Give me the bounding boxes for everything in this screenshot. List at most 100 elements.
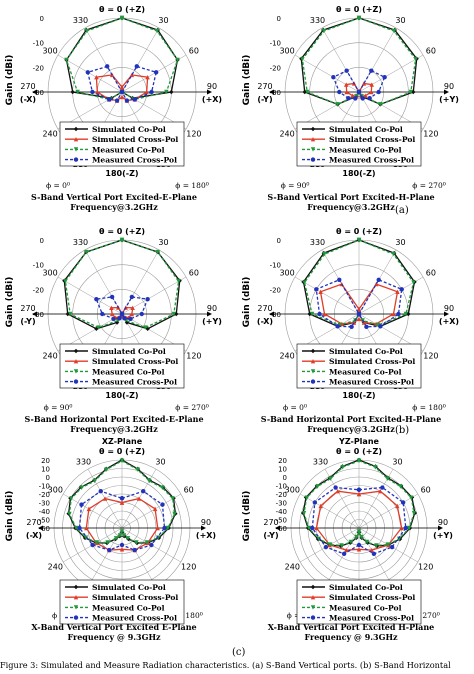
side-label-negative: (-Y) (20, 317, 35, 326)
phi-label-left: ϕ = 0⁰ (46, 181, 70, 190)
legend-entry-measured-co-pol: Measured Co-Pol (92, 603, 165, 612)
angle-label-0: θ = 0 (+Z) (336, 227, 382, 236)
angle-label-270: 270 (26, 518, 41, 527)
angle-label-180: 180(-Z) (342, 391, 375, 400)
angle-label-120: 120 (186, 130, 201, 139)
phi-label-left: ϕ = 0⁰ (283, 403, 307, 412)
data-point-measured-co-pol (374, 543, 379, 548)
radial-tick-label: -30 (33, 89, 44, 97)
data-point-simulated-co-pol (307, 311, 312, 317)
data-point-simulated-cross-pol (356, 491, 362, 497)
radial-tick-label: 0 (277, 237, 281, 245)
angle-label-30: 30 (395, 16, 405, 25)
angle-label-330: 330 (313, 457, 328, 466)
data-point-measured-co-pol (409, 495, 414, 501)
data-point-measured-co-pol (75, 89, 80, 95)
data-point-measured-co-pol (175, 57, 180, 63)
radial-tick-label: -20 (276, 491, 287, 499)
data-point-simulated-cross-pol (129, 72, 135, 78)
data-point-measured-co-pol (340, 465, 345, 470)
data-point-simulated-cross-pol (109, 305, 114, 311)
legend-marker-measured-cross-pol (310, 615, 316, 620)
data-point-measured-cross-pol (344, 68, 349, 73)
data-point-measured-cross-pol (356, 542, 362, 548)
data-point-measured-co-pol (408, 89, 413, 95)
grid-spoke (84, 249, 123, 315)
data-point-measured-co-pol (164, 89, 169, 95)
data-point-simulated-cross-pol (119, 547, 125, 552)
data-point-simulated-cross-pol (145, 75, 150, 80)
data-point-simulated-cross-pol (144, 89, 149, 95)
data-point-measured-cross-pol (100, 311, 105, 317)
data-point-measured-co-pol (117, 533, 123, 538)
chart-panel-s-band-vertical-e-plane: 0 -10 -20 -30 θ = 0 (+Z) 330 30 300 60 270 90 240 12… (0, 0, 237, 220)
legend-entry-simulated-cross-pol: Simulated Cross-Pol (92, 135, 178, 144)
radial-tick-label: -40 (276, 508, 287, 516)
data-point-measured-cross-pol (376, 277, 381, 283)
legend-entry-measured-cross-pol: Measured Cross-Pol (329, 156, 414, 165)
data-point-measured-co-pol (359, 534, 364, 540)
grid-spoke (358, 276, 424, 315)
chart-title-line-0: S-Band Horizontal Port Excited-E-Plane (24, 414, 203, 424)
chart-panel-x-band-xz-plane: 20 10 0 -10 -20 -30 -40 -50 -60 θ = 0 (+Z) 330 30 30… (0, 436, 237, 648)
data-point-measured-cross-pol (356, 311, 362, 317)
data-point-measured-co-pol (411, 511, 417, 516)
radial-tick-label: 0 (46, 474, 50, 482)
angle-label-330: 330 (73, 16, 88, 25)
radial-tick-label: 10 (41, 466, 50, 474)
data-point-simulated-cross-pol (322, 311, 327, 317)
data-point-measured-co-pol (134, 540, 139, 545)
data-point-simulated-co-pol (65, 311, 70, 317)
phi-label-right: ϕ = 180⁰ (175, 181, 209, 190)
series-line-measured-co-pol (65, 17, 179, 101)
data-point-measured-co-pol (356, 458, 362, 464)
data-point-simulated-cross-pol (136, 496, 142, 501)
data-point-measured-cross-pol (85, 70, 91, 75)
data-point-measured-co-pol (147, 478, 152, 484)
legend-marker-simulated-co-pol (73, 584, 79, 590)
data-point-measured-cross-pol (396, 311, 401, 317)
axis-arrow-left (32, 311, 37, 317)
data-point-measured-co-pol (165, 525, 171, 531)
data-point-measured-co-pol (155, 249, 160, 255)
data-point-simulated-cross-pol (369, 89, 374, 95)
data-point-measured-cross-pol (403, 525, 408, 531)
legend-marker-measured-cross-pol (73, 615, 79, 620)
data-point-measured-co-pol (328, 542, 333, 547)
angle-label-270: 270 (257, 304, 272, 313)
data-point-measured-cross-pol (106, 97, 112, 102)
data-point-measured-cross-pol (98, 488, 103, 494)
legend-entry-simulated-cross-pol: Simulated Cross-Pol (329, 593, 415, 602)
axis-arrow-left (269, 89, 274, 95)
data-point-measured-co-pol (63, 279, 68, 284)
phi-label-left: ϕ = 90⁰ (44, 403, 73, 412)
legend-entry-simulated-co-pol: Simulated Co-Pol (92, 583, 166, 592)
side-label-positive: (+Y) (433, 531, 453, 540)
chart-title-line-1: Frequency @ 9.3GHz (67, 632, 161, 642)
angle-label-60: 60 (421, 486, 431, 495)
grid-spoke (121, 493, 182, 529)
data-point-measured-co-pol (176, 279, 181, 284)
angle-label-30: 30 (155, 457, 165, 466)
data-point-measured-co-pol (68, 311, 73, 317)
data-point-measured-co-pol (67, 511, 72, 517)
data-point-measured-cross-pol (314, 287, 319, 292)
data-point-measured-cross-pol (335, 324, 340, 329)
radial-tick-label: -20 (270, 286, 281, 294)
data-point-measured-co-pol (364, 539, 370, 545)
legend-marker-simulated-cross-pol (73, 595, 79, 600)
grid-spoke (358, 493, 419, 529)
angle-label-300: 300 (48, 486, 63, 495)
angle-label-240: 240 (42, 352, 57, 361)
data-point-measured-co-pol (113, 536, 119, 541)
data-point-measured-co-pol (73, 525, 79, 531)
legend-entry-simulated-cross-pol: Simulated Cross-Pol (92, 357, 178, 366)
axis-arrow-left (269, 311, 274, 317)
data-point-measured-co-pol (306, 525, 312, 531)
angle-label-0: θ = 0 (+Z) (336, 447, 382, 456)
data-point-measured-co-pol (125, 536, 131, 541)
y-axis-label: Gain (dBi) (5, 277, 15, 328)
data-point-measured-cross-pol (364, 324, 369, 330)
legend-marker-measured-co-pol (310, 369, 316, 374)
polar-chart-svg: 0 -10 -20 -30 θ = 0 (+Z) 330 30 300 60 270 90 240 12… (5, 227, 222, 434)
